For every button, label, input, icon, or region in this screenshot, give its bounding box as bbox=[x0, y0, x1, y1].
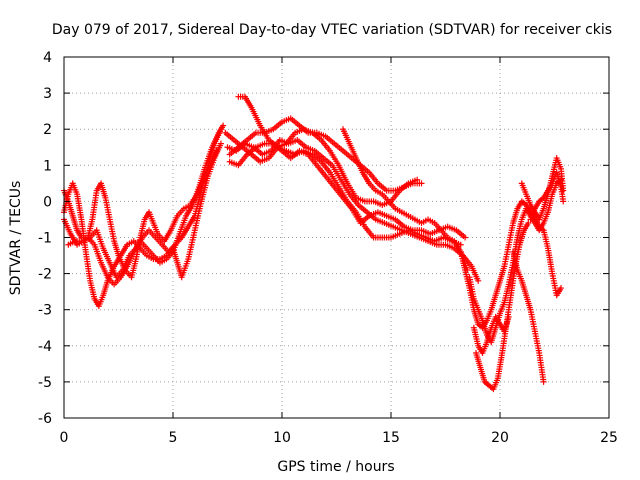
data-point bbox=[525, 220, 532, 227]
data-point bbox=[418, 180, 425, 187]
y-tick-label: -6 bbox=[38, 411, 52, 427]
data-point bbox=[220, 122, 227, 129]
series-track-4 bbox=[65, 122, 227, 288]
series-track-15 bbox=[510, 248, 547, 385]
data-marks bbox=[61, 93, 567, 393]
y-tick-label: -4 bbox=[38, 339, 52, 355]
series-track-10 bbox=[340, 126, 471, 273]
x-axis-label: GPS time / hours bbox=[277, 459, 394, 475]
axis-ticks: 0 5 10 15 20 25 -6 -5 -4 -3 -2 -1 0 1 2 3 4 bbox=[38, 50, 618, 446]
data-point bbox=[540, 378, 547, 385]
y-tick-label: 1 bbox=[43, 158, 52, 174]
y-tick-label: -3 bbox=[38, 303, 52, 319]
series-track-8 bbox=[226, 115, 425, 194]
y-tick-label: 0 bbox=[43, 194, 52, 210]
grid bbox=[63, 56, 610, 419]
x-tick-label: 5 bbox=[169, 430, 178, 446]
x-tick-label: 20 bbox=[491, 430, 509, 446]
x-tick-label: 0 bbox=[60, 430, 69, 446]
series-track-17 bbox=[527, 169, 567, 223]
x-tick-label: 25 bbox=[600, 430, 618, 446]
data-point bbox=[560, 198, 567, 205]
y-axis-label: SDTVAR / TECUs bbox=[8, 181, 24, 296]
y-tick-label: 3 bbox=[43, 86, 52, 102]
data-point bbox=[213, 147, 220, 154]
y-tick-label: 2 bbox=[43, 122, 52, 138]
data-point bbox=[558, 285, 565, 292]
y-tick-label: 4 bbox=[43, 50, 52, 66]
y-tick-label: -1 bbox=[38, 231, 52, 247]
x-tick-label: 15 bbox=[382, 430, 400, 446]
data-point bbox=[505, 313, 512, 320]
x-tick-label: 10 bbox=[273, 430, 291, 446]
chart-title: Day 079 of 2017, Sidereal Day-to-day VTE… bbox=[52, 22, 612, 38]
y-tick-label: -2 bbox=[38, 267, 52, 283]
y-tick-label: -5 bbox=[38, 375, 52, 391]
data-point bbox=[217, 140, 224, 147]
data-point bbox=[475, 277, 482, 284]
series-track-3 bbox=[61, 147, 220, 281]
data-point bbox=[462, 234, 469, 241]
series-track-14 bbox=[470, 313, 512, 357]
